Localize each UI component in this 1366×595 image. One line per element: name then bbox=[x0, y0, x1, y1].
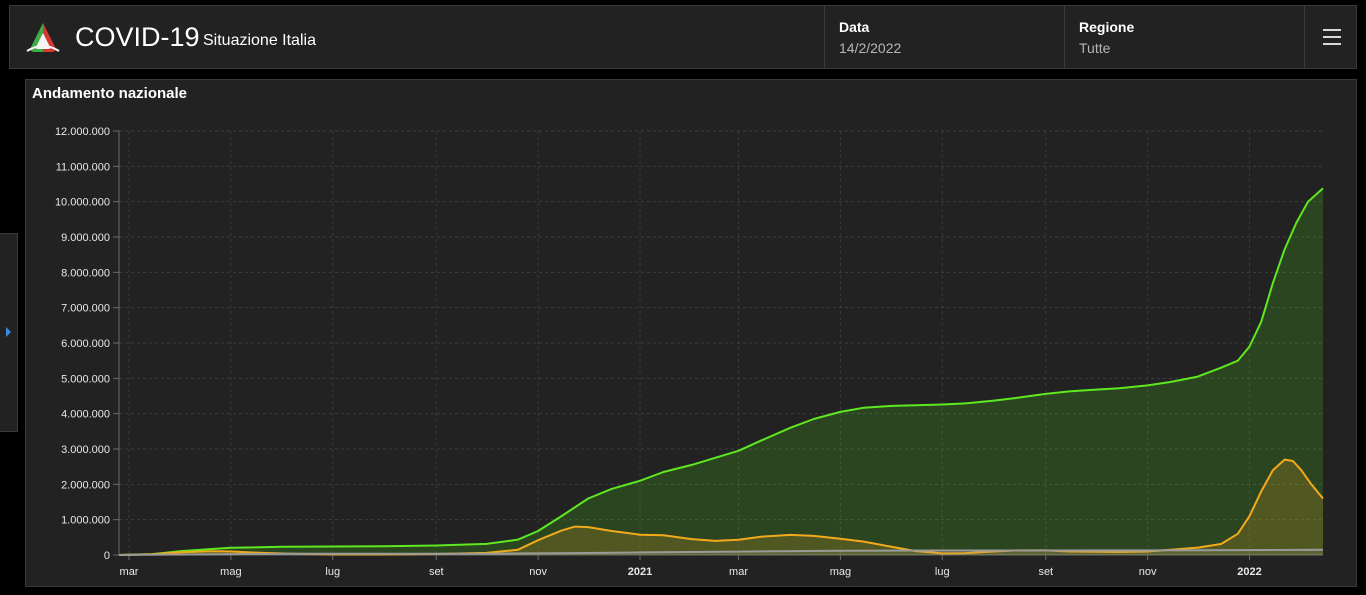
national-trend-panel: Andamento nazionale 0 1.000.000 2.000.000 3… bbox=[25, 79, 1357, 587]
sidebar-toggle-button[interactable] bbox=[0, 233, 18, 432]
series-line-1 bbox=[118, 187, 1324, 556]
y-tick-label: 4.000.000 bbox=[61, 409, 110, 421]
y-tick-label: 10.000.000 bbox=[55, 197, 110, 209]
y-tick-label: 2.000.000 bbox=[61, 479, 110, 491]
hamburger-menu-button[interactable] bbox=[1304, 6, 1356, 68]
top-header: COVID-19 Situazione Italia Data 14/2/202… bbox=[9, 5, 1357, 69]
y-tick-label: 11.000.000 bbox=[56, 161, 110, 173]
x-tick-label: mar bbox=[729, 566, 748, 578]
series-line-3 bbox=[118, 548, 1324, 556]
y-tick-label: 7.000.000 bbox=[61, 303, 110, 315]
y-tick-label: 5.000.000 bbox=[61, 373, 110, 385]
x-tick-label: 2021 bbox=[628, 566, 652, 578]
y-tick-label: 6.000.000 bbox=[61, 338, 110, 350]
y-tick-label: 9.000.000 bbox=[61, 232, 110, 244]
x-tick-label: mag bbox=[830, 566, 851, 578]
x-tick-label: nov bbox=[529, 566, 547, 578]
x-tick-label: mar bbox=[120, 566, 139, 578]
y-tick-label: 0 bbox=[104, 550, 110, 562]
x-tick-label: lug bbox=[935, 566, 950, 578]
date-label: Data bbox=[839, 19, 870, 35]
y-tick-label: 1.000.000 bbox=[61, 515, 110, 527]
region-value: Tutte bbox=[1079, 40, 1111, 56]
y-tick-label: 12.000.000 bbox=[55, 126, 110, 138]
date-value: 14/2/2022 bbox=[839, 40, 902, 56]
panel-title: Andamento nazionale bbox=[32, 85, 188, 102]
y-tick-label: 8.000.000 bbox=[61, 267, 110, 279]
x-tick-label: lug bbox=[325, 566, 340, 578]
region-label: Regione bbox=[1079, 19, 1135, 35]
italy-flag-logo-icon bbox=[26, 23, 60, 52]
date-selector[interactable]: Data 14/2/2022 bbox=[824, 6, 1064, 68]
x-tick-label: set bbox=[1038, 566, 1053, 578]
caret-right-icon bbox=[6, 327, 11, 337]
x-tick-label: set bbox=[429, 566, 444, 578]
app-subtitle: Situazione Italia bbox=[203, 32, 316, 49]
x-tick-label: nov bbox=[1139, 566, 1157, 578]
series-area-1 bbox=[119, 188, 1323, 555]
national-trend-chart: 0 1.000.000 2.000.000 3.000.000 4.000.000 5.0… bbox=[55, 126, 1324, 578]
x-tick-label: 2022 bbox=[1237, 566, 1261, 578]
region-selector[interactable]: Regione Tutte bbox=[1064, 6, 1304, 68]
app-title: COVID-19 bbox=[75, 22, 200, 52]
x-tick-label: mag bbox=[220, 566, 241, 578]
y-tick-label: 3.000.000 bbox=[61, 444, 110, 456]
